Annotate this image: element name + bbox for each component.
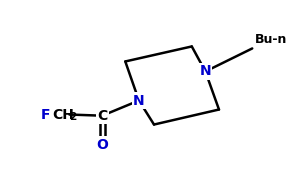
Text: CH: CH [52, 108, 74, 122]
Text: C: C [98, 109, 108, 123]
Text: F: F [41, 108, 50, 122]
Text: O: O [97, 138, 109, 152]
Text: N: N [133, 94, 145, 107]
Text: 2: 2 [69, 112, 76, 122]
Text: Bu-n: Bu-n [255, 33, 288, 46]
Text: N: N [199, 64, 211, 79]
